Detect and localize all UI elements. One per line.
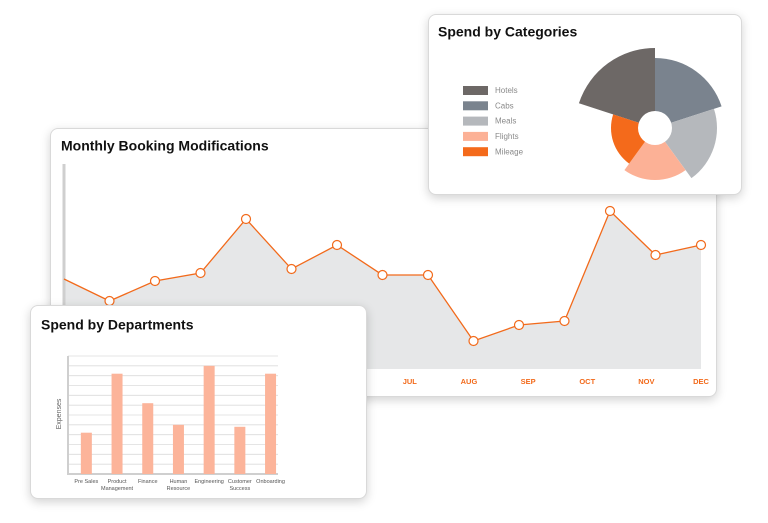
bar [265, 373, 277, 474]
bar-card: Spend by Departments Expenses Pre Sales P… [30, 305, 367, 499]
marker [286, 263, 297, 275]
bar [234, 426, 246, 474]
marker [195, 267, 206, 279]
legend-swatch [463, 86, 488, 95]
bar [111, 373, 123, 474]
center-hole [638, 111, 672, 145]
sector [655, 58, 722, 128]
y-axis-title: Expenses [56, 398, 63, 429]
legend-swatch [463, 131, 488, 141]
marker [331, 239, 343, 251]
polar-card: Spend by Categories Hotels Cabs Meals Fligh… [428, 14, 742, 195]
sector [578, 48, 655, 128]
legend-swatch [463, 147, 488, 157]
legend-label: Meals [495, 117, 516, 126]
legend-label: Mileage [495, 147, 524, 156]
x-tick-label: Onboarding [256, 479, 285, 485]
legend-swatch [463, 116, 488, 126]
bar [80, 432, 92, 474]
chart-title: Spend by Departments [41, 317, 194, 333]
x-tick-label: NOV [638, 377, 654, 386]
bar [142, 403, 154, 474]
x-tick-label: OCT [579, 377, 595, 386]
marker [650, 249, 661, 261]
x-tick-label: SEP [521, 377, 536, 386]
chart-title: Spend by Categories [438, 24, 577, 40]
x-tick-label: Human Resource [166, 479, 191, 492]
marker [240, 213, 252, 225]
x-tick-label: Engineering [194, 479, 224, 485]
legend-label: Cabs [495, 101, 514, 110]
marker [604, 205, 616, 217]
legend-label: Hotels [495, 86, 518, 95]
polar-chart: Spend by Categories Hotels Cabs Meals Fligh… [438, 24, 722, 180]
bar [203, 365, 215, 474]
marker [377, 269, 388, 281]
x-tick-label: Pre Sales [74, 479, 99, 485]
x-tick-label: Customer Success [227, 479, 252, 492]
marker [559, 315, 570, 327]
chart-title: Monthly Booking Modifications [61, 138, 269, 154]
x-tick-label: JUL [403, 377, 418, 386]
x-tick-label: Product Management [100, 479, 134, 492]
x-tick-label: DEC [693, 377, 709, 386]
legend-swatch [463, 101, 488, 111]
x-tick-label: AUG [461, 377, 478, 386]
x-tick-label: Finance [137, 479, 158, 485]
marker [149, 275, 161, 287]
marker [468, 335, 479, 347]
marker [513, 319, 525, 331]
bar [172, 424, 184, 474]
bar-chart: Spend by Departments Expenses [41, 317, 278, 475]
marker [695, 239, 707, 251]
marker [422, 269, 434, 281]
sector [624, 128, 686, 180]
legend-label: Flights [495, 132, 519, 141]
